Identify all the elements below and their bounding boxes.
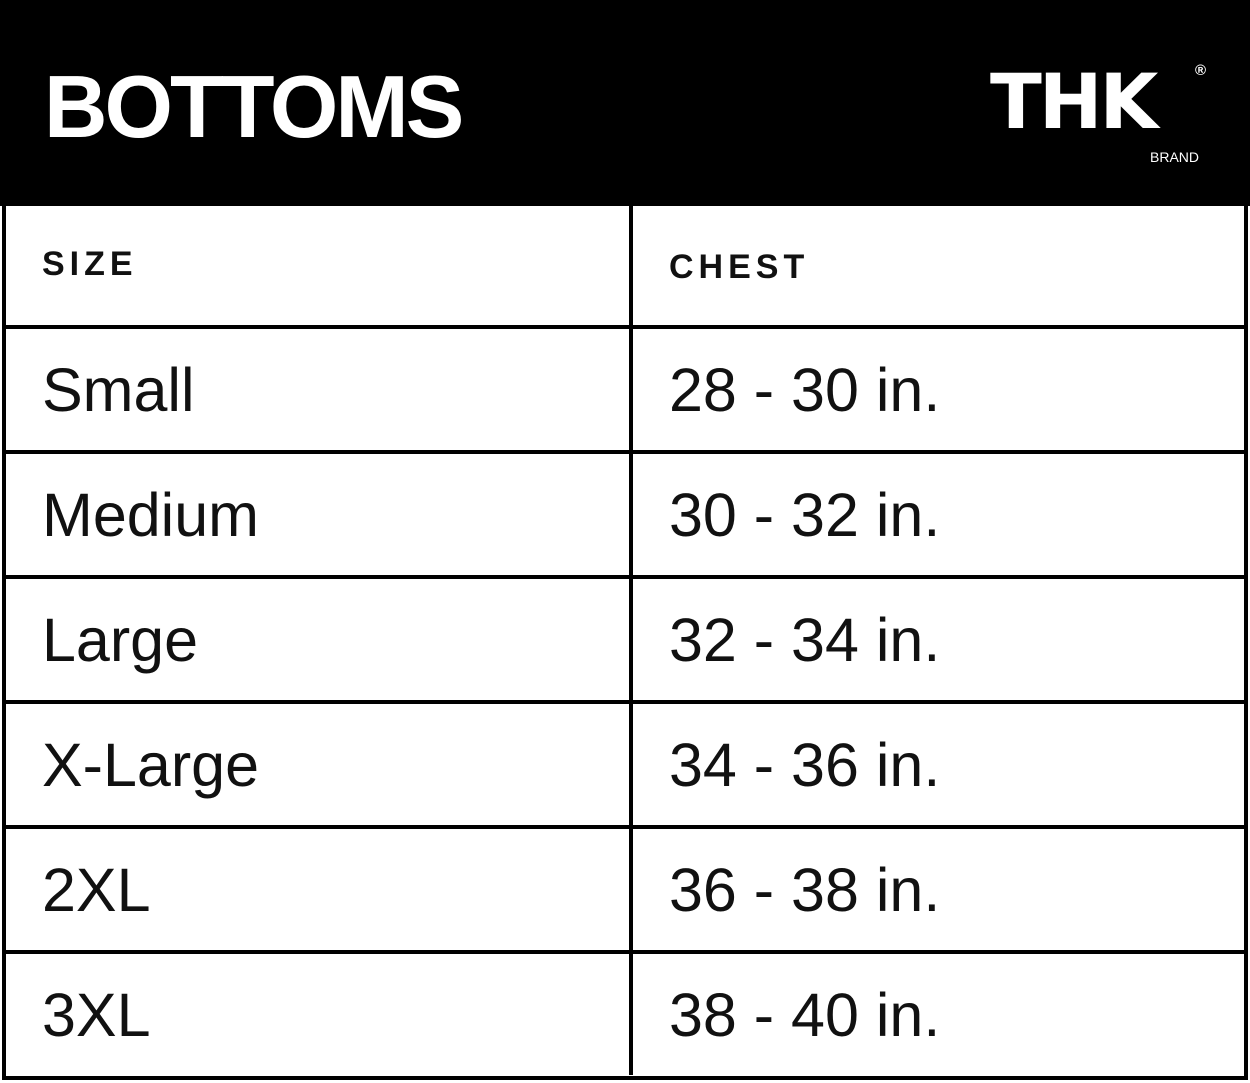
- column-header-size: SIZE: [42, 245, 138, 283]
- chest-cell: 28 - 30 in.: [629, 329, 1244, 450]
- table-row: Large 32 - 34 in.: [6, 579, 1244, 704]
- logo-subtext: BRAND: [1150, 149, 1200, 165]
- size-cell: X-Large: [42, 730, 260, 799]
- table-row: 3XL 38 - 40 in.: [6, 954, 1244, 1079]
- column-header-chest: CHEST: [629, 204, 1244, 325]
- size-cell: Small: [42, 355, 195, 424]
- page-title: BOTTOMS: [44, 57, 464, 156]
- size-cell: Medium: [42, 480, 259, 549]
- table-header-row: SIZE CHEST: [6, 204, 1244, 329]
- size-cell: Large: [42, 605, 199, 674]
- table-row: Medium 30 - 32 in.: [6, 454, 1244, 579]
- chest-cell: 34 - 36 in.: [629, 704, 1244, 825]
- table-row: Small 28 - 30 in.: [6, 329, 1244, 454]
- brand-logo: THK ® BRAND: [990, 60, 1215, 172]
- chest-cell: 38 - 40 in.: [629, 954, 1244, 1075]
- chest-cell: 36 - 38 in.: [629, 829, 1244, 950]
- header-bar: BOTTOMS THK ® BRAND: [0, 0, 1250, 206]
- chest-cell: 30 - 32 in.: [629, 454, 1244, 575]
- chest-cell: 32 - 34 in.: [629, 579, 1244, 700]
- size-table: SIZE CHEST Small 28 - 30 in. Medium 30 -…: [2, 204, 1248, 1080]
- table-row: X-Large 34 - 36 in.: [6, 704, 1244, 829]
- table-row: 2XL 36 - 38 in.: [6, 829, 1244, 954]
- size-cell: 3XL: [42, 980, 151, 1049]
- logo-mark: THK: [990, 57, 1158, 146]
- size-cell: 2XL: [42, 855, 151, 924]
- registered-icon: ®: [1195, 62, 1207, 79]
